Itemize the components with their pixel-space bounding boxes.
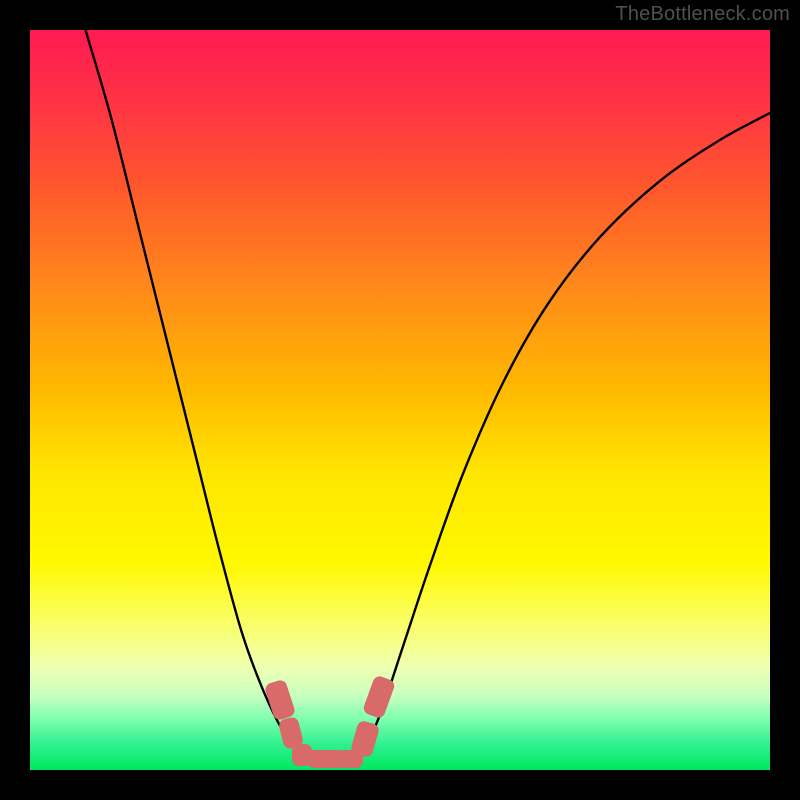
valley-marker (350, 720, 381, 759)
valley-marker (362, 675, 396, 720)
valley-markers (30, 30, 770, 770)
plot-area (30, 30, 770, 770)
valley-marker (264, 678, 297, 721)
watermark-text: TheBottleneck.com (615, 3, 790, 26)
